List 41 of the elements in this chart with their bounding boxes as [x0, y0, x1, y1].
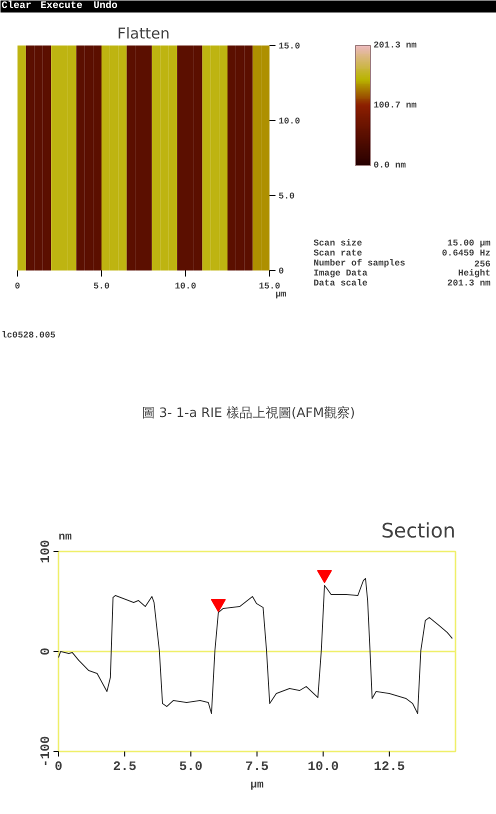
text: 15.0 [278, 42, 300, 52]
text: 5.0 [93, 282, 110, 292]
x-tick-label: 10.0 [308, 759, 339, 774]
y-tick-label: 100 [38, 540, 53, 564]
y-tick-label: -100 [38, 736, 53, 768]
text: Data scale [314, 278, 368, 288]
color-bar-label: 100.7 nm [374, 100, 418, 110]
y-tick-label: 0 [38, 647, 53, 656]
x-tick-label: 2.5 [112, 759, 137, 774]
text: 0 [278, 266, 284, 276]
text: 10.0 [174, 282, 196, 292]
text: 201.3 nm [447, 278, 492, 288]
text: 5.0 [278, 192, 295, 202]
color-bar-label: 0.0 nm [374, 160, 407, 170]
x-tick-label: 7.5 [245, 759, 269, 774]
text: 0 [14, 282, 20, 292]
text: Execute [40, 1, 83, 12]
chart-title: Section [381, 518, 456, 542]
x-axis-title: µm [250, 780, 264, 792]
text: 0.6459 Hz [442, 248, 490, 258]
text: Number of samples [314, 258, 406, 268]
text: Scan rate [314, 248, 362, 258]
text: 15.0 [258, 282, 280, 292]
text: 256 [474, 260, 490, 270]
x-axis-title: µm [276, 290, 287, 300]
text: Clear [2, 0, 32, 12]
text: Scan size [314, 238, 362, 248]
chart-title: Flatten [117, 24, 170, 42]
line-series [58, 578, 453, 714]
x-tick-label: 12.5 [374, 759, 406, 774]
x-tick-label: 0 [54, 759, 63, 774]
text: Image Data [314, 268, 368, 278]
y-axis-title: nm [58, 532, 72, 544]
text: Height [458, 268, 490, 278]
text: Undo [94, 0, 118, 12]
text: 10.0 [278, 116, 300, 126]
text: 15.00 µm [447, 238, 492, 248]
caption: 圖 3- 1-a RIE 樣品上視圖(AFM觀察) [142, 405, 356, 421]
color-bar-label: 201.3 nm [374, 40, 418, 50]
text: lc0528.005 [2, 330, 56, 340]
x-tick-label: 5.0 [179, 759, 203, 774]
